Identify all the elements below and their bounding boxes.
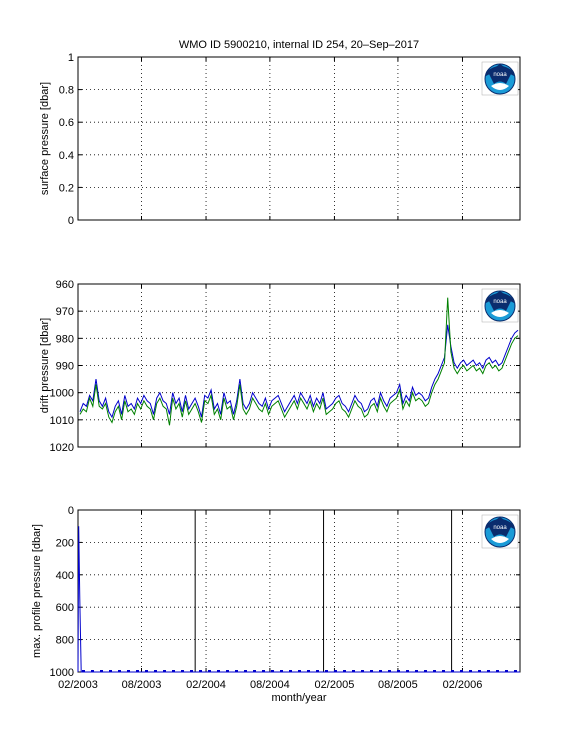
data-point <box>253 670 256 672</box>
data-point <box>109 670 112 672</box>
x-tick-label: 02/2005 <box>315 679 355 691</box>
data-point <box>262 670 265 672</box>
data-point <box>181 670 184 672</box>
y-axis-label: max. profile pressure [dbar] <box>31 524 43 658</box>
y-tick-label: 200 <box>56 537 74 549</box>
y-tick-label: 0.6 <box>59 117 74 129</box>
data-point <box>496 670 499 672</box>
data-point <box>514 670 517 672</box>
x-tick-label: 02/2006 <box>443 679 483 691</box>
data-point <box>118 670 121 672</box>
data-point <box>100 670 103 672</box>
data-point <box>316 670 319 672</box>
data-point <box>433 670 436 672</box>
y-tick-label: 0 <box>68 505 74 517</box>
data-point <box>91 670 94 672</box>
noaa-logo: noaa <box>481 61 519 96</box>
y-tick-label: 400 <box>56 570 74 582</box>
plot-area <box>77 509 521 673</box>
y-tick-label: 1020 <box>50 442 74 454</box>
data-point <box>451 670 454 672</box>
x-tick-label: 08/2004 <box>250 679 290 691</box>
y-tick-label: 990 <box>56 361 74 373</box>
y-tick-label: 1 <box>68 52 74 64</box>
data-point <box>442 670 445 672</box>
plot-area <box>77 56 521 221</box>
data-point <box>154 670 157 672</box>
data-point <box>226 670 229 672</box>
data-point <box>379 670 382 672</box>
noaa-logo: noaa <box>481 514 519 549</box>
y-tick-label: 1000 <box>50 388 74 400</box>
data-point <box>289 670 292 672</box>
data-point <box>280 670 283 672</box>
y-tick-label: 980 <box>56 333 74 345</box>
figure-title: WMO ID 5900210, internal ID 254, 20–Sep–… <box>179 39 419 51</box>
data-point <box>127 670 130 672</box>
x-axis-label: month/year <box>271 692 326 704</box>
data-point <box>370 670 373 672</box>
x-tick-label: 02/2004 <box>186 679 226 691</box>
data-point <box>469 670 472 672</box>
data-point <box>190 670 193 672</box>
y-axis-label: drift pressure [dbar] <box>39 318 51 413</box>
data-point <box>307 670 310 672</box>
data-point <box>334 670 337 672</box>
noaa-logo: noaa <box>481 288 519 323</box>
data-point <box>325 670 328 672</box>
data-point <box>172 670 175 672</box>
y-tick-label: 800 <box>56 635 74 647</box>
y-tick-label: 1000 <box>50 667 74 679</box>
x-tick-label: 02/2003 <box>58 679 98 691</box>
data-point <box>388 670 391 672</box>
noaa-logo-text: noaa <box>493 72 507 78</box>
data-point <box>298 670 301 672</box>
data-point <box>235 670 238 672</box>
y-tick-label: 0.2 <box>59 182 74 194</box>
series-line-green <box>79 297 519 426</box>
data-point <box>271 670 274 672</box>
noaa-logo-text: noaa <box>493 299 507 305</box>
noaa-logo-text: noaa <box>493 525 507 531</box>
y-tick-label: 0.8 <box>59 85 74 97</box>
drift-pressure-panel: 960 970 980 990 1000 1010 1020 drift pressure [… <box>39 279 521 454</box>
data-point <box>163 670 166 672</box>
y-tick-label: 0 <box>68 215 74 227</box>
max-profile-pressure-panel: 02/2003 08/2003 02/2004 08/2004 02/2005 08/20… <box>31 505 521 691</box>
data-point <box>487 670 490 672</box>
data-point <box>199 670 202 672</box>
x-tick-label: 08/2005 <box>378 679 418 691</box>
data-point <box>397 670 400 672</box>
surface-pressure-panel: 0 0.2 0.4 0.6 0.8 1 surface pressure [dbar] noa… <box>39 52 521 227</box>
x-tick-label: 08/2003 <box>122 679 162 691</box>
data-point <box>460 670 463 672</box>
y-tick-label: 960 <box>56 279 74 291</box>
data-point <box>361 670 364 672</box>
y-tick-label: 600 <box>56 602 74 614</box>
data-point <box>505 670 508 672</box>
data-point <box>82 670 85 672</box>
data-point <box>217 670 220 672</box>
data-point <box>352 670 355 672</box>
y-tick-label: 970 <box>56 306 74 318</box>
y-tick-label: 0.4 <box>59 150 74 162</box>
data-point <box>415 670 418 672</box>
data-point <box>478 670 481 672</box>
data-point <box>424 670 427 672</box>
data-point <box>343 670 346 672</box>
data-point <box>136 670 139 672</box>
data-point <box>145 670 148 672</box>
y-axis-label: surface pressure [dbar] <box>39 82 51 195</box>
data-point <box>406 670 409 672</box>
data-point <box>244 670 247 672</box>
y-tick-label: 1010 <box>50 415 74 427</box>
data-point <box>208 670 211 672</box>
